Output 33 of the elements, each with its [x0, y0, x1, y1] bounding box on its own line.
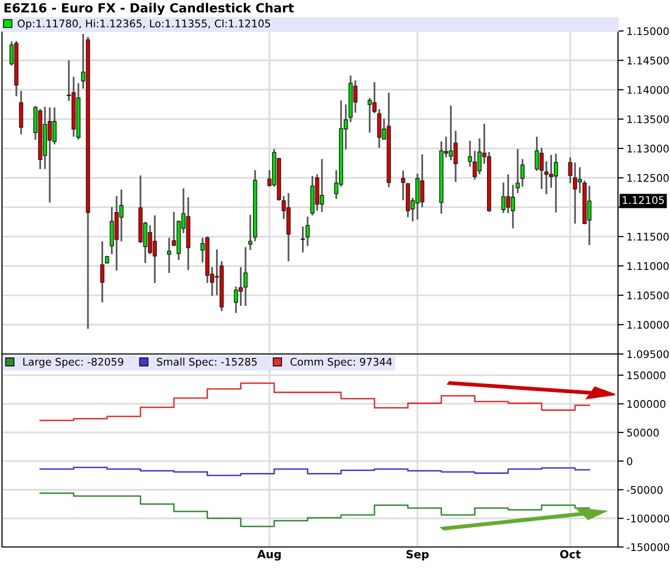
candlestick [167, 236, 172, 274]
candlestick [401, 170, 406, 201]
candlestick [248, 214, 252, 251]
candlestick [100, 240, 104, 304]
y-tick-label: 1.11500 [627, 232, 669, 241]
x-tick-label: Sep [406, 550, 429, 561]
y-tick-label: -100000 [626, 514, 670, 522]
y-tick-label: -150000 [626, 543, 670, 552]
y-tick-label: 50000 [627, 428, 659, 437]
y-tick-label: -50000 [626, 486, 663, 494]
y-tick-label: 1.12500 [627, 174, 669, 182]
chart-title: E6Z16 - Euro FX - Daily Candlestick Chart [4, 2, 294, 16]
y-tick-label: 0 [627, 457, 632, 466]
y-tick-label: 1.15000 [627, 27, 669, 36]
y-tick-label: 1.14500 [627, 56, 669, 64]
y-tick-label: 1.10500 [627, 292, 669, 300]
y-tick-label: 1.14000 [627, 86, 669, 94]
y-tick-label: 1.13000 [627, 144, 669, 153]
candlestick [306, 216, 310, 247]
candlestick [300, 226, 305, 254]
y-tick-label: 1.09500 [627, 350, 669, 358]
legend-label: Small Spec: -15285 [156, 358, 257, 368]
x-tick-label: Oct [560, 550, 581, 558]
text: Op:1.11780, Hi:1.12365, Lo:1.11355, Cl:1.12105 [18, 19, 270, 30]
y-tick-label: 100000 [627, 400, 666, 408]
x-tick-label: Aug [257, 550, 281, 561]
text: 1.12105 [622, 196, 664, 204]
y-tick-label: 1.11000 [627, 262, 669, 270]
y-tick-label: 1.13500 [627, 115, 669, 124]
y-tick-label: 1.10000 [627, 320, 669, 329]
y-tick-label: 150000 [627, 371, 666, 380]
legend-label: Large Spec: -82059 [23, 358, 124, 368]
legend-label: Comm Spec: 97344 [290, 358, 392, 368]
